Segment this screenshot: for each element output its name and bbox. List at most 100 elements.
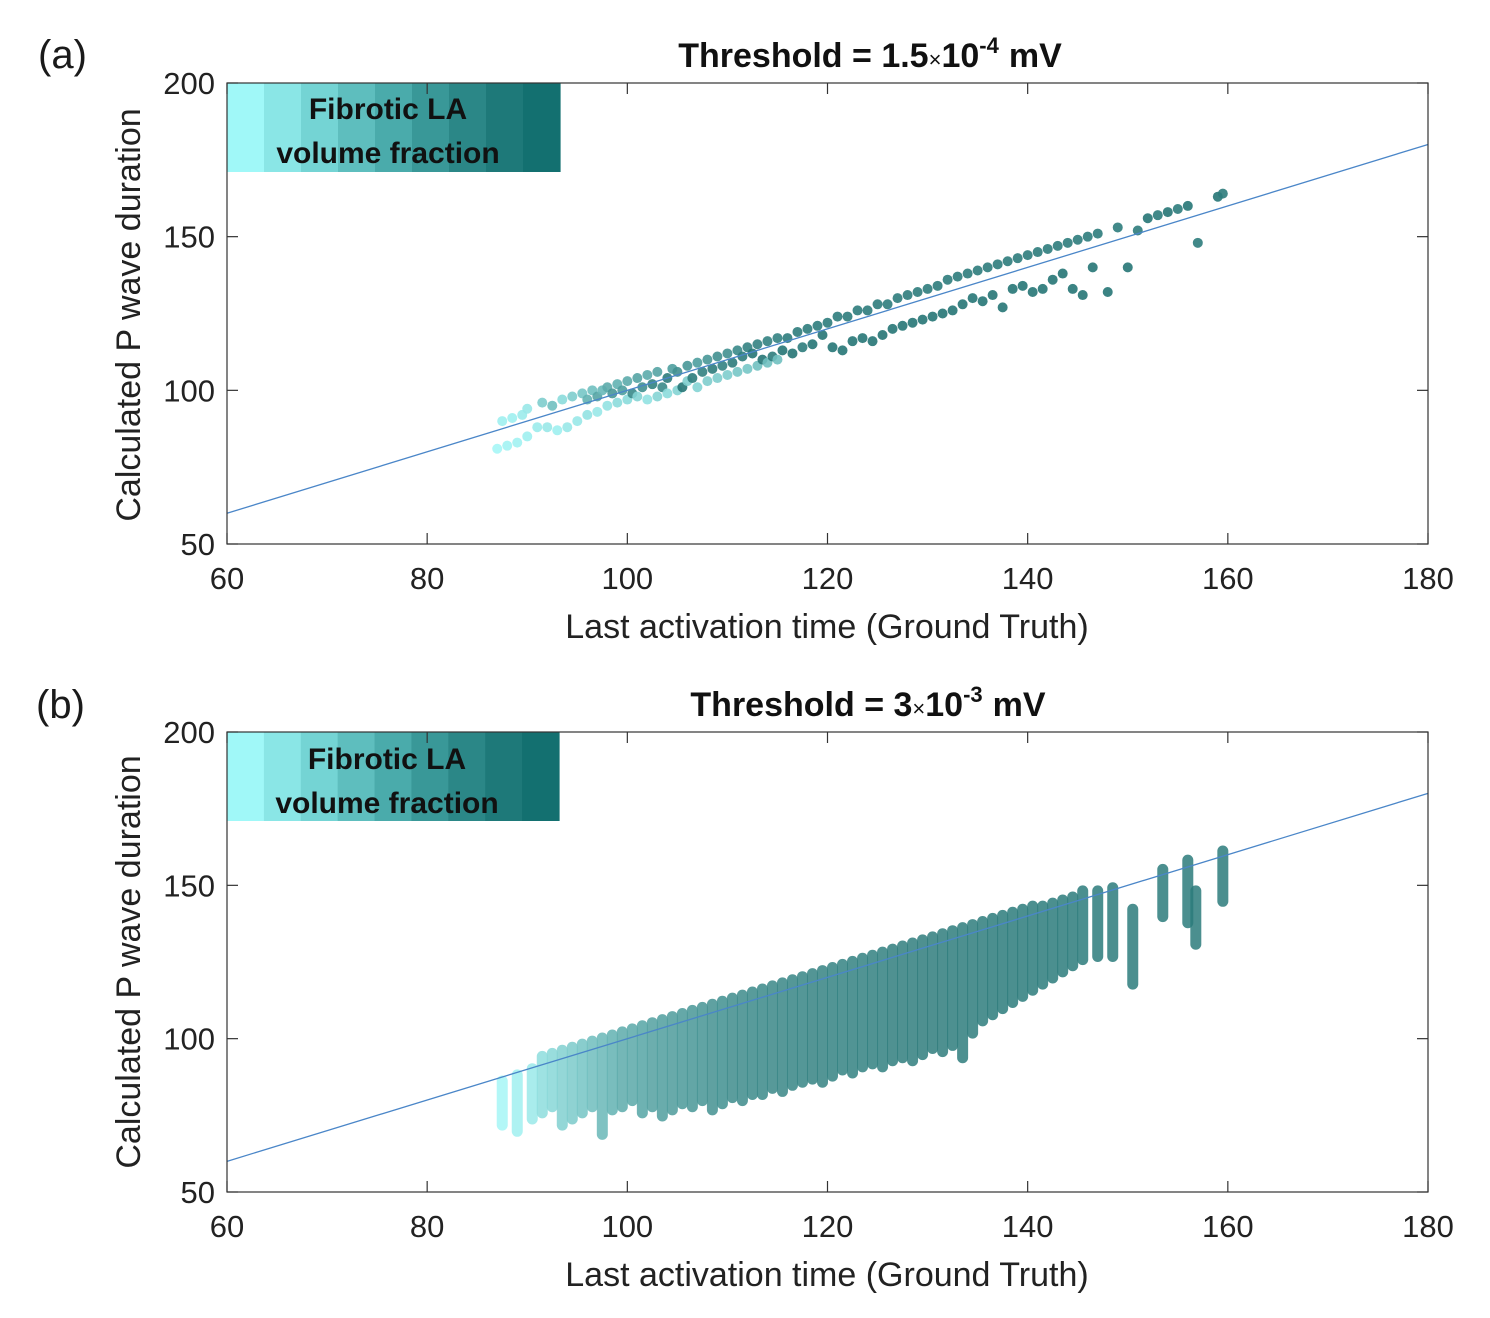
data-point [797,342,808,353]
data-point [542,422,553,433]
data-band [827,962,839,1082]
data-point [552,425,563,436]
legend-gradient-swatch [227,83,265,172]
legend-gradient-swatch [301,83,339,172]
data-point [1172,204,1183,215]
x-tick-label: 120 [802,1209,854,1244]
data-point [922,283,933,294]
data-point [707,363,718,374]
panel-b-reference-line [226,792,1429,1162]
x-tick-label: 180 [1402,561,1454,596]
data-band [897,940,909,1064]
legend-gradient-swatch [523,83,561,172]
data-band [1007,906,1019,1008]
data-point [887,323,898,334]
x-tick-label: 80 [410,1209,444,1244]
y-tick-label: 150 [163,868,215,903]
legend-gradient-swatch [485,732,523,821]
data-band [626,1023,638,1107]
data-point [972,265,983,276]
data-point [537,397,548,408]
data-point [1077,290,1088,301]
data-point [897,320,908,331]
x-tick-label: 80 [410,561,444,596]
data-band [786,974,798,1091]
data-point [697,366,708,377]
data-point [1087,262,1098,273]
data-band [716,995,728,1110]
data-point [547,400,558,411]
data-point [692,357,703,368]
data-point [912,286,923,297]
data-band [511,1069,523,1137]
data-point [982,262,993,273]
data-point [1047,274,1058,285]
data-band [576,1038,588,1119]
data-point [502,440,513,451]
x-tick-label: 60 [210,561,244,596]
data-band [1077,885,1089,966]
data-point [1142,213,1153,224]
data-point [1052,240,1063,251]
panel-b-legend-gradient [227,732,560,821]
data-band [606,1029,618,1116]
panel-b-bands [496,845,1229,1140]
data-point [557,394,568,405]
x-tick-label: 140 [1002,561,1054,596]
y-tick-label: 100 [163,1022,215,1057]
data-point [712,351,723,362]
data-point [937,308,948,319]
panel-a-points [492,188,1228,454]
data-point [1042,243,1053,254]
legend-gradient-swatch [375,83,413,172]
data-point [532,422,543,433]
panel-a-title-base: 10 [941,37,979,75]
data-point [752,339,763,350]
data-point [852,305,863,316]
panel-a-legend-gradient [227,83,561,172]
data-band [997,909,1009,1015]
data-point [882,299,893,310]
data-point [787,348,798,359]
data-band [1047,897,1059,984]
data-point [512,437,523,448]
panel-b-title-exponent: -3 [963,682,983,707]
data-band [686,1004,698,1113]
panel-a-reference-line [226,143,1429,514]
data-point [962,268,973,279]
legend-gradient-swatch [374,732,413,821]
data-point [877,330,888,341]
panel-b-legend-line-1: Fibrotic LA [308,743,466,776]
legend-gradient-swatch [263,732,302,821]
data-point [712,373,723,384]
data-band [857,952,869,1073]
data-point [507,412,518,423]
data-point [777,345,788,356]
data-point [1122,262,1133,273]
data-band [927,931,939,1054]
panel-a-ticks: 60 80 100 120 140 160 180 50 100 150 200 [163,66,1454,596]
data-band [967,919,979,1039]
data-point [702,354,713,365]
data-point [1217,188,1228,199]
data-band [1017,903,1029,1002]
data-band [1127,903,1139,990]
data-band [546,1047,558,1113]
data-band [796,971,808,1088]
data-band [526,1063,538,1125]
data-point [1007,283,1018,294]
legend-gradient-swatch [522,732,560,821]
panel-a-legend: Fibrotic LA volume fraction [227,83,561,172]
data-band [496,1075,508,1131]
data-band [1037,900,1049,990]
data-point [857,333,868,344]
data-point [1067,283,1078,294]
data-point [847,336,858,347]
data-band [1157,863,1169,923]
data-point [772,354,783,365]
data-point [987,290,998,301]
data-point [917,314,928,325]
legend-gradient-swatch [448,732,486,821]
data-point [957,299,968,310]
data-point [612,397,623,408]
